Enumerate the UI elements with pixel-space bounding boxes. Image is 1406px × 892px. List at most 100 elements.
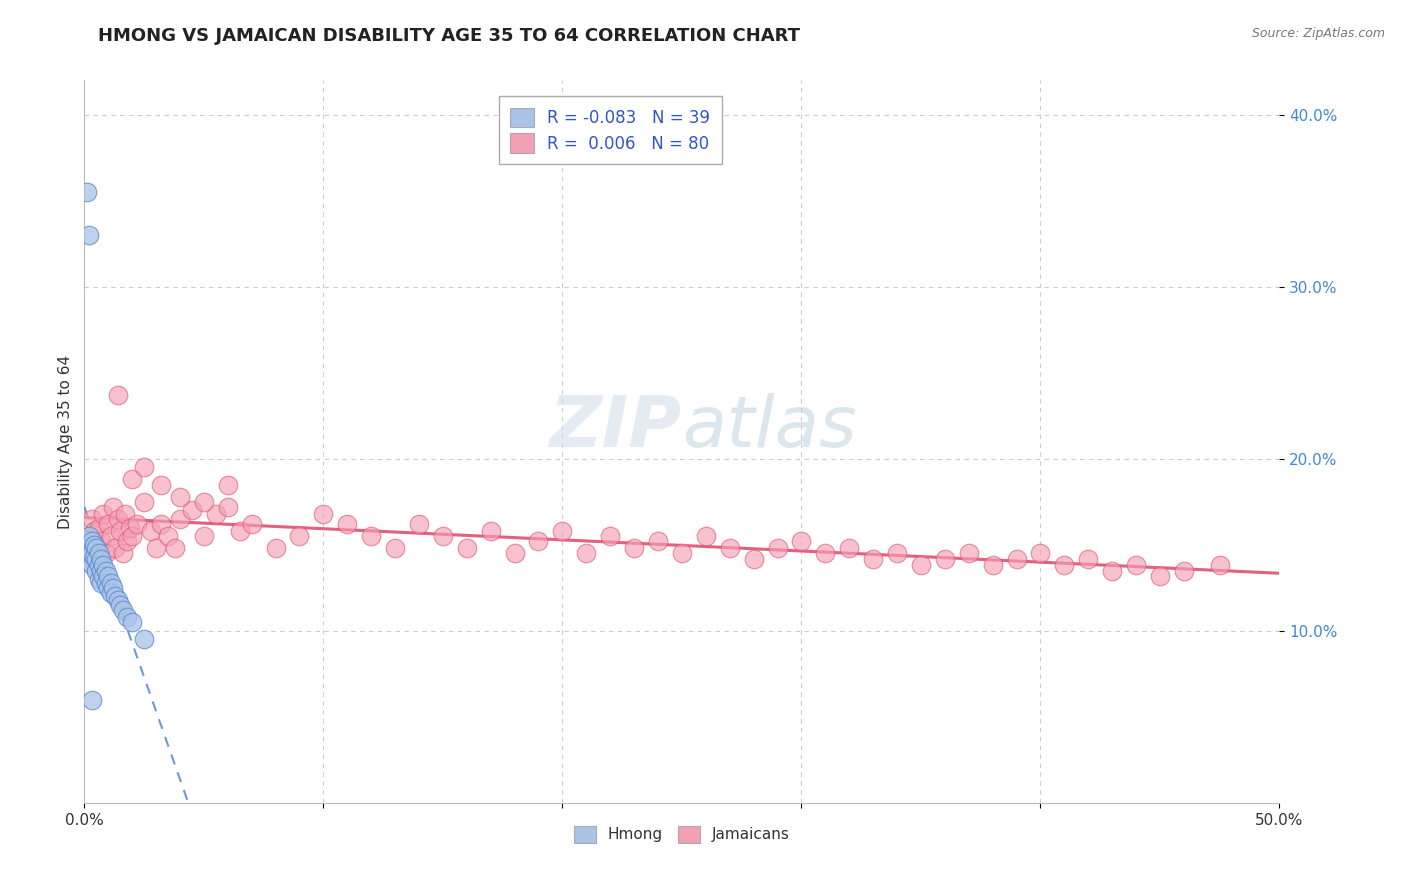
Point: [599, 529, 621, 543]
Point: [671, 546, 693, 560]
Point: [336, 517, 359, 532]
Point: [117, 610, 139, 624]
Point: [107, 512, 129, 526]
Point: [157, 529, 180, 543]
Point: [111, 546, 134, 560]
Point: [90, 534, 112, 549]
Legend: Hmong, Jamaicans: Hmong, Jamaicans: [568, 820, 796, 849]
Point: [83, 549, 105, 564]
Point: [104, 541, 127, 556]
Point: [1173, 564, 1195, 578]
Point: [94, 546, 117, 560]
Point: [647, 534, 669, 549]
Point: [107, 388, 129, 402]
Point: [121, 615, 143, 630]
Point: [288, 529, 311, 543]
Point: [87, 572, 110, 586]
Point: [77, 555, 100, 569]
Point: [118, 520, 141, 534]
Point: [432, 529, 454, 543]
Point: [132, 460, 156, 475]
Point: [87, 520, 110, 534]
Point: [93, 507, 115, 521]
Point: [742, 551, 765, 566]
Point: [149, 477, 172, 491]
Point: [93, 568, 115, 582]
Point: [551, 524, 574, 538]
Point: [121, 472, 143, 486]
Point: [100, 575, 122, 590]
Point: [80, 534, 103, 549]
Point: [97, 581, 120, 595]
Point: [94, 564, 117, 578]
Point: [86, 541, 108, 556]
Point: [110, 598, 132, 612]
Point: [165, 541, 187, 556]
Point: [107, 592, 129, 607]
Point: [132, 494, 156, 508]
Point: [87, 546, 110, 560]
Point: [456, 541, 478, 556]
Point: [264, 541, 287, 556]
Point: [90, 564, 112, 578]
Point: [217, 477, 239, 491]
Text: Source: ZipAtlas.com: Source: ZipAtlas.com: [1251, 27, 1385, 40]
Point: [1149, 568, 1171, 582]
Point: [886, 546, 908, 560]
Point: [111, 603, 134, 617]
Point: [83, 524, 105, 538]
Point: [527, 534, 550, 549]
Point: [1005, 551, 1028, 566]
Point: [934, 551, 956, 566]
Point: [169, 490, 191, 504]
Point: [114, 507, 136, 521]
Point: [408, 517, 430, 532]
Point: [80, 546, 103, 560]
Point: [766, 541, 789, 556]
Point: [87, 558, 110, 573]
Text: atlas: atlas: [682, 392, 856, 461]
Point: [97, 517, 120, 532]
Point: [117, 534, 139, 549]
Point: [76, 541, 98, 556]
Point: [80, 558, 103, 573]
Point: [503, 546, 526, 560]
Point: [575, 546, 598, 560]
Point: [1209, 558, 1232, 573]
Point: [77, 541, 100, 556]
Y-axis label: Disability Age 35 to 64: Disability Age 35 to 64: [58, 354, 73, 529]
Point: [101, 581, 124, 595]
Point: [149, 517, 172, 532]
Point: [77, 529, 100, 543]
Point: [121, 529, 143, 543]
Point: [145, 541, 167, 556]
Point: [229, 524, 252, 538]
Point: [93, 558, 115, 573]
Point: [814, 546, 837, 560]
Point: [193, 494, 215, 508]
Point: [623, 541, 645, 556]
Point: [384, 541, 406, 556]
Point: [1029, 546, 1052, 560]
Point: [718, 541, 741, 556]
Point: [90, 575, 112, 590]
Point: [205, 507, 228, 521]
Point: [181, 503, 204, 517]
Point: [193, 529, 215, 543]
Point: [312, 507, 335, 521]
Point: [132, 632, 156, 647]
Point: [86, 541, 108, 556]
Point: [1077, 551, 1099, 566]
Point: [910, 558, 932, 573]
Point: [77, 228, 100, 243]
Point: [100, 586, 122, 600]
Point: [217, 500, 239, 514]
Point: [862, 551, 884, 566]
Point: [838, 541, 860, 556]
Point: [957, 546, 980, 560]
Point: [76, 549, 98, 564]
Point: [240, 517, 263, 532]
Point: [80, 692, 103, 706]
Point: [86, 564, 108, 578]
Point: [97, 568, 120, 582]
